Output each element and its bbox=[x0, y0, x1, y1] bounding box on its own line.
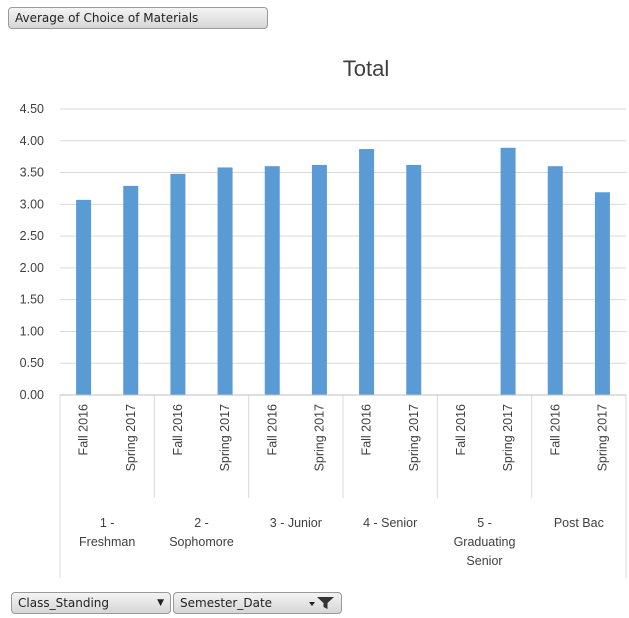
x-group-label: 4 - Senior bbox=[363, 516, 417, 530]
x-group-label: 3 - Junior bbox=[270, 516, 322, 530]
bar bbox=[217, 167, 233, 395]
x-axis: Fall 2016 Spring 2017 1 - Freshman Fall 2016… bbox=[59, 394, 627, 578]
bar bbox=[170, 173, 186, 395]
chart-title: Total bbox=[343, 56, 389, 81]
gridlines bbox=[60, 108, 626, 396]
x-category-label: Spring 2017 bbox=[501, 404, 515, 471]
bar bbox=[547, 166, 563, 395]
x-category-label: Fall 2016 bbox=[454, 404, 468, 455]
x-group-label: 5 - bbox=[477, 516, 492, 530]
class-standing-field-label: Class_Standing bbox=[18, 596, 110, 610]
x-category-label: Spring 2017 bbox=[595, 404, 609, 471]
x-category-label: Spring 2017 bbox=[218, 404, 232, 471]
y-tick-label: 4.00 bbox=[20, 134, 44, 148]
filter-icon[interactable] bbox=[309, 596, 335, 610]
y-axis-tick-labels: 0.00 0.50 1.00 1.50 2.00 2.50 3.00 3.50 4.00 4.50 bbox=[20, 102, 44, 402]
x-category-label: Fall 2016 bbox=[171, 404, 185, 455]
bar bbox=[406, 164, 422, 395]
chevron-down-icon[interactable]: ▼ bbox=[157, 598, 164, 608]
y-tick-label: 1.00 bbox=[20, 324, 44, 338]
x-group-label: Post Bac bbox=[554, 516, 604, 530]
class-standing-field-button[interactable]: Class_Standing ▼ bbox=[11, 592, 171, 614]
x-group-label: 1 - bbox=[100, 516, 115, 530]
y-tick-label: 3.50 bbox=[20, 166, 44, 180]
y-tick-label: 3.00 bbox=[20, 197, 44, 211]
bar bbox=[123, 185, 139, 395]
x-group-label: 2 - bbox=[194, 516, 209, 530]
x-group-label: Sophomore bbox=[169, 535, 234, 549]
value-field-button[interactable]: Average of Choice of Materials bbox=[8, 7, 268, 29]
x-category-label: Fall 2016 bbox=[77, 404, 91, 455]
x-category-label: Fall 2016 bbox=[360, 404, 374, 455]
semester-date-field-label: Semester_Date bbox=[180, 596, 273, 610]
bar bbox=[500, 147, 516, 395]
x-category-label: Spring 2017 bbox=[407, 404, 421, 471]
bar bbox=[76, 199, 92, 395]
bar bbox=[359, 149, 375, 395]
y-tick-label: 4.50 bbox=[20, 102, 44, 116]
bar bbox=[264, 166, 280, 395]
y-tick-label: 0.50 bbox=[20, 356, 44, 370]
x-category-label: Fall 2016 bbox=[265, 404, 279, 455]
semester-date-field-button[interactable]: Semester_Date bbox=[173, 592, 342, 614]
x-category-label: Spring 2017 bbox=[312, 404, 326, 471]
bar bbox=[594, 192, 610, 395]
x-category-label: Fall 2016 bbox=[548, 404, 562, 455]
x-group-label: Freshman bbox=[79, 535, 135, 549]
x-group-label: Graduating bbox=[454, 535, 516, 549]
bar bbox=[311, 164, 327, 395]
y-tick-label: 2.00 bbox=[20, 261, 44, 275]
x-group-label: Senior bbox=[466, 554, 502, 568]
y-tick-label: 2.50 bbox=[20, 229, 44, 243]
value-field-label: Average of Choice of Materials bbox=[15, 11, 199, 25]
x-category-label: Spring 2017 bbox=[124, 404, 138, 471]
bars bbox=[76, 147, 610, 395]
bar-chart: Total 0.00 0.50 1.00 1.50 2.00 2.50 3.00 3.50 4.… bbox=[20, 56, 627, 578]
y-tick-label: 0.00 bbox=[20, 388, 44, 402]
y-tick-label: 1.50 bbox=[20, 293, 44, 307]
